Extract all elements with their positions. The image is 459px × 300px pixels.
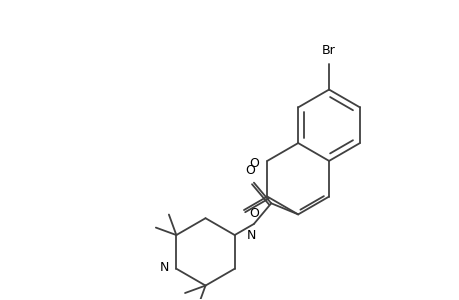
Text: Br: Br [321, 44, 335, 57]
Text: N: N [246, 229, 255, 242]
Text: O: O [249, 158, 259, 170]
Text: O: O [248, 206, 258, 220]
Text: N: N [160, 261, 169, 274]
Text: O: O [245, 164, 254, 177]
